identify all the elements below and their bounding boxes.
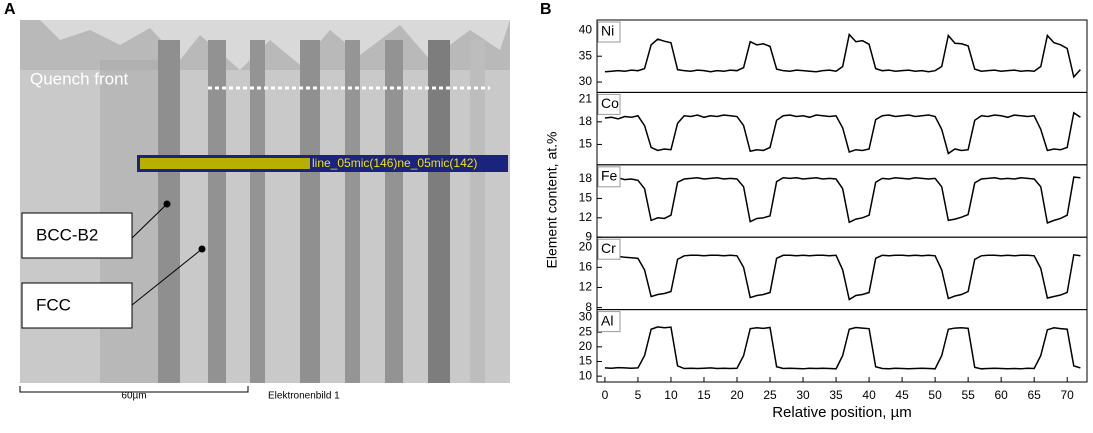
annotation: FCC — [36, 295, 71, 314]
plot-frame — [596, 91, 1088, 166]
y-tick-label: 20 — [579, 239, 593, 253]
legend-label: Al — [601, 312, 613, 328]
x-tick-label: 25 — [763, 388, 777, 402]
data-line — [604, 32, 1081, 79]
y-tick-label: 15 — [579, 137, 593, 151]
legend-label: Ni — [601, 23, 614, 39]
plot-frame — [596, 236, 1088, 311]
x-tick-label: 30 — [796, 388, 810, 402]
panel-label: B — [540, 1, 552, 18]
panel-label: A — [4, 1, 16, 18]
y-tick-label: 12 — [579, 210, 593, 224]
x-tick-label: 0 — [602, 388, 609, 402]
x-tick-label: 50 — [928, 388, 942, 402]
y-tick-label: 16 — [579, 260, 593, 274]
data-line — [604, 111, 1081, 155]
x-tick-label: 20 — [730, 388, 744, 402]
x-tick-label: 10 — [664, 388, 678, 402]
legend-box — [597, 311, 621, 333]
data-line — [604, 326, 1081, 370]
legend-label: Co — [601, 95, 619, 111]
y-tick-label: 35 — [579, 48, 593, 62]
scale-label: 60µm — [121, 391, 146, 402]
legend-label: Cr — [601, 240, 616, 256]
y-tick-label: 18 — [579, 171, 593, 185]
y-axis-label: Element content, at.% — [544, 132, 560, 269]
y-tick-label: 18 — [579, 114, 593, 128]
x-tick-label: 15 — [697, 388, 711, 402]
y-tick-label: 12 — [579, 280, 593, 294]
annotation: line_05mic(146)ne_05mic(142) — [312, 156, 477, 170]
micrograph: Quench front line_05mic(146)ne_05mic(142… — [19, 20, 510, 402]
x-tick-label: 70 — [1061, 388, 1075, 402]
legend-box — [597, 21, 621, 43]
annotation: Quench front — [30, 69, 129, 88]
x-tick-label: 40 — [862, 388, 876, 402]
x-tick-label: 45 — [895, 388, 909, 402]
y-tick-label: 25 — [579, 324, 593, 338]
y-tick-label: 30 — [579, 310, 593, 324]
y-tick-label: 20 — [579, 339, 593, 353]
x-tick-label: 60 — [994, 388, 1008, 402]
y-tick-label: 9 — [585, 229, 592, 243]
legend-label: Fe — [601, 168, 618, 184]
y-tick-label: 40 — [579, 23, 593, 37]
legend-box — [597, 166, 621, 188]
plot-frame — [596, 164, 1088, 238]
x-tick-label: 55 — [961, 388, 975, 402]
y-tick-label: 15 — [579, 354, 593, 368]
y-tick-label: 8 — [585, 300, 592, 314]
legend-box — [597, 238, 621, 260]
annotation: Elektronenbild 1 — [268, 391, 340, 402]
y-tick-label: 10 — [579, 368, 593, 382]
y-tick-label: 21 — [579, 91, 593, 105]
y-tick-label: 30 — [579, 74, 593, 88]
annotation: BCC-B2 — [36, 225, 98, 244]
data-line — [604, 253, 1081, 301]
y-tick-label: 15 — [579, 191, 593, 205]
plot-frame — [596, 309, 1088, 383]
data-line — [604, 176, 1081, 225]
x-axis-label: Relative position, µm — [772, 404, 912, 421]
legend-box — [597, 93, 621, 115]
x-tick-label: 35 — [829, 388, 843, 402]
plot-frame — [596, 19, 1088, 93]
x-tick-label: 65 — [1027, 388, 1041, 402]
x-tick-label: 5 — [635, 388, 642, 402]
